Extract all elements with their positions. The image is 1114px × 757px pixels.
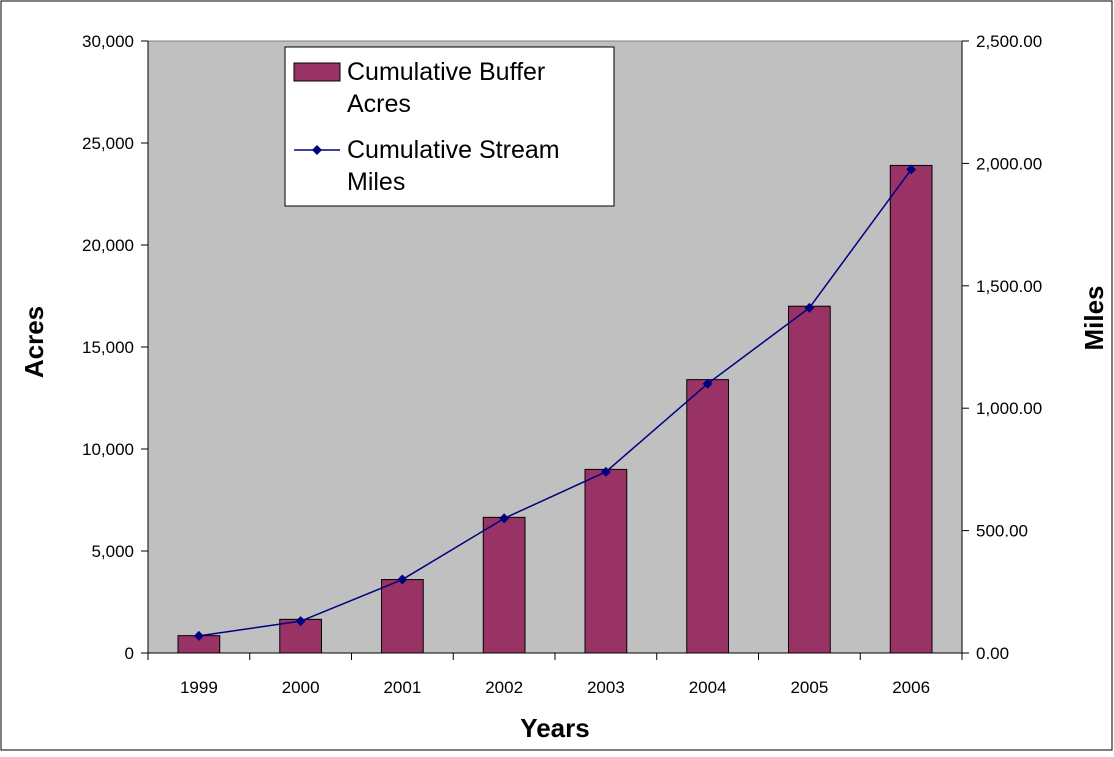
y-tick-label: 25,000 [82, 134, 134, 153]
axes-layer: 0 5,000 10,000 15,000 20,000 25,000 30,000 0.00… [82, 32, 1042, 697]
bar-2004 [686, 379, 729, 654]
y2-tick-label: 1,500.00 [976, 277, 1042, 296]
x-tick-label: 2006 [892, 678, 930, 697]
x-tick-label: 2000 [282, 678, 320, 697]
x-tick-label: 1999 [180, 678, 218, 697]
x-tick-label: 2005 [790, 678, 828, 697]
line-point-2004 [702, 378, 713, 389]
line-layer [193, 164, 917, 641]
stream-miles-line [198, 169, 912, 637]
x-tick-label: 2002 [485, 678, 523, 697]
bar-2001 [381, 579, 424, 654]
line-point-2005 [804, 302, 815, 313]
legend-bar-swatch [293, 62, 341, 82]
y-tick-label: 5,000 [91, 542, 134, 561]
x-tick-label: 2004 [689, 678, 727, 697]
y2-tick-label: 2,500.00 [976, 32, 1042, 51]
legend-label-buffer-acres-line2: Acres [347, 90, 411, 118]
legend-label-buffer-acres-line1: Cumulative Buffer [347, 58, 545, 86]
y2-tick-label: 500.00 [976, 522, 1028, 541]
bar-2003 [584, 468, 628, 654]
x-tick-label: 2003 [587, 678, 625, 697]
y2-axis-title: Miles [1079, 285, 1109, 350]
y-tick-label: 15,000 [82, 338, 134, 357]
x-tick-label: 2001 [383, 678, 421, 697]
y2-tick-label: 2,000.00 [976, 154, 1042, 173]
y-axis-title: Acres [19, 306, 49, 378]
y-tick-label: 0 [125, 644, 134, 663]
legend: Cumulative Buffer Acres Cumulative Strea… [284, 46, 615, 207]
bars-layer [177, 164, 933, 654]
y-tick-label: 20,000 [82, 236, 134, 255]
y-tick-label: 30,000 [82, 32, 134, 51]
x-axis-title: Years [520, 713, 589, 743]
bar-2002 [482, 516, 526, 654]
legend-label-stream-miles-line2: Miles [347, 168, 405, 196]
line-point-2002 [499, 513, 510, 524]
line-point-2001 [397, 574, 408, 585]
line-point-2003 [600, 466, 611, 477]
legend-label-stream-miles-line1: Cumulative Stream [347, 136, 560, 164]
line-point-1999 [193, 630, 204, 641]
y2-tick-label: 0.00 [976, 644, 1009, 663]
bar-2005 [788, 305, 831, 654]
line-point-2000 [295, 616, 306, 627]
bar-2006 [889, 164, 933, 654]
legend-diamond-marker-icon [312, 145, 322, 155]
y-tick-label: 10,000 [82, 440, 134, 459]
line-point-2006 [906, 164, 917, 175]
y2-tick-label: 1,000.00 [976, 399, 1042, 418]
